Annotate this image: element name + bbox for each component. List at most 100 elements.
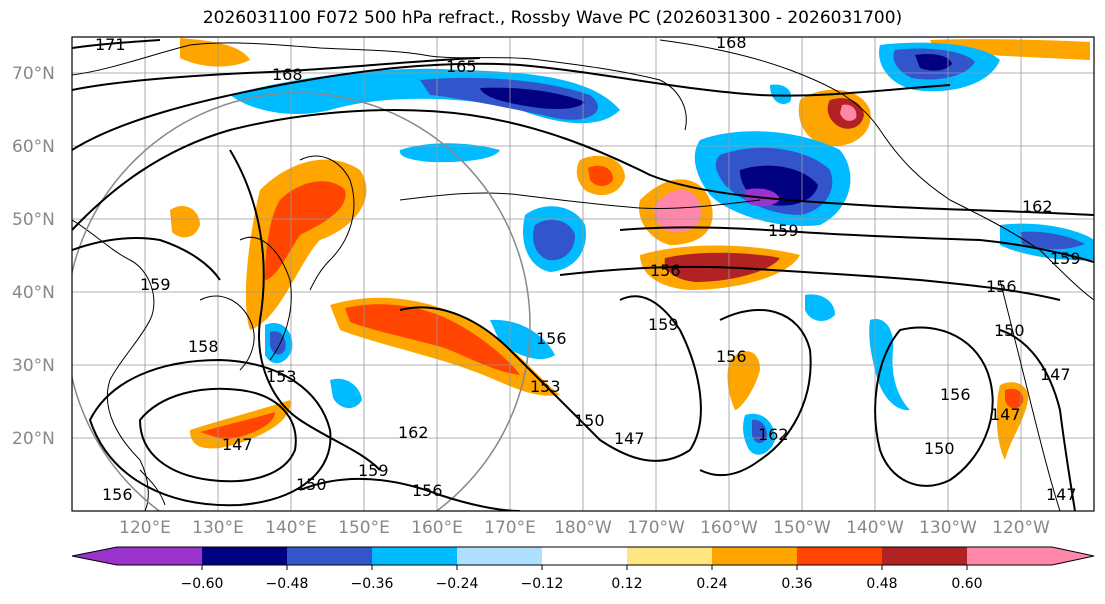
colorbar-extend-left bbox=[72, 547, 117, 565]
positive-anomaly-north-strip bbox=[930, 39, 1090, 60]
contour-label: 165 bbox=[446, 57, 477, 76]
negative-anomaly-far-east bbox=[770, 84, 792, 105]
positive-anomaly-west-pacific bbox=[180, 38, 250, 67]
colorbar-tick-label: 0.24 bbox=[696, 576, 727, 592]
lon-label: 150°E bbox=[338, 518, 390, 538]
positive-anomaly-east-sea-core bbox=[1005, 388, 1024, 409]
coast-asia-east bbox=[72, 219, 155, 511]
contour-label: 168 bbox=[272, 65, 303, 84]
contour-label: 159 bbox=[1050, 249, 1081, 268]
contour-label: 147 bbox=[222, 435, 253, 454]
negative-anomaly-south-mid-core bbox=[752, 419, 768, 444]
positive-anomaly-gulf-pink bbox=[654, 190, 701, 233]
contour-168-west bbox=[72, 57, 481, 91]
contour-label: 159 bbox=[768, 221, 799, 240]
coast-kamchatka bbox=[299, 155, 355, 291]
colorbar-tick-labels: −0.60 −0.48 −0.36 −0.24 −0.12 0.12 0.24 … bbox=[181, 576, 983, 592]
lat-label: 60°N bbox=[12, 137, 55, 157]
positive-anomaly-alaska-pink bbox=[840, 104, 857, 121]
contour-label: 150 bbox=[574, 411, 605, 430]
coast-asia-north bbox=[72, 42, 687, 131]
contour-label-layer: 171 168 165 168 159 158 153 147 150 156 … bbox=[95, 35, 1081, 504]
contour-loop-asia bbox=[88, 358, 332, 507]
map-title: 2026031100 F072 500 hPa refract., Rossby… bbox=[202, 8, 903, 28]
contour-label: 162 bbox=[398, 423, 429, 442]
lon-label: 140°E bbox=[265, 518, 317, 538]
reference-circle bbox=[72, 92, 531, 511]
colorbar-segment bbox=[797, 547, 882, 565]
negative-anomaly-subtropic bbox=[490, 319, 555, 360]
negative-anomaly-south-east bbox=[869, 319, 910, 411]
contour-wave-mid bbox=[399, 295, 702, 462]
lon-label: 130°E bbox=[192, 518, 244, 538]
negative-anomaly-arctic-deep bbox=[480, 87, 585, 109]
contour-label: 156 bbox=[986, 277, 1017, 296]
colorbar-outline bbox=[71, 546, 1095, 566]
lon-label: 120°W bbox=[992, 518, 1050, 538]
coast-north-america bbox=[999, 279, 1061, 511]
contour-label: 153 bbox=[530, 377, 561, 396]
contour-label: 158 bbox=[188, 337, 219, 356]
lat-label: 20°N bbox=[12, 429, 55, 449]
colorbar: −0.60 −0.48 −0.36 −0.24 −0.12 0.12 0.24 … bbox=[71, 546, 1095, 592]
map-frame bbox=[71, 36, 1095, 512]
contour-trough bbox=[229, 149, 381, 471]
contour-label: 150 bbox=[994, 321, 1025, 340]
contour-label: 162 bbox=[1022, 197, 1053, 216]
colorbar-tick-label: −0.48 bbox=[266, 576, 309, 592]
lon-label: 170°W bbox=[627, 518, 685, 538]
contour-label: 156 bbox=[536, 329, 567, 348]
positive-anomaly-asia-inland bbox=[170, 205, 200, 238]
contour-162 bbox=[72, 109, 1094, 231]
lon-label: 160°W bbox=[700, 518, 758, 538]
colorbar-segment bbox=[457, 547, 542, 565]
height-contours bbox=[72, 39, 1094, 511]
contour-east-sea bbox=[999, 329, 1076, 511]
contour-label: 159 bbox=[140, 275, 171, 294]
contour-159-mid bbox=[619, 226, 1094, 263]
colorbar-segment bbox=[967, 547, 1052, 565]
contour-label: 147 bbox=[1040, 365, 1071, 384]
colorbar-segment bbox=[117, 547, 202, 565]
positive-anomaly-kamchatka-core bbox=[265, 181, 346, 280]
lat-label: 30°N bbox=[12, 356, 55, 376]
contour-loop-asia-inner bbox=[138, 387, 297, 483]
contour-label: 147 bbox=[614, 429, 645, 448]
contour-label: 156 bbox=[716, 347, 747, 366]
contour-label: 150 bbox=[296, 475, 327, 494]
contour-label: 162 bbox=[758, 425, 789, 444]
coast-alaska bbox=[659, 39, 1094, 301]
lon-label: 120°E bbox=[119, 518, 171, 538]
positive-anomaly-sea-small-core bbox=[588, 165, 614, 186]
contour-east-loop bbox=[874, 326, 994, 487]
colorbar-segment bbox=[882, 547, 967, 565]
colorbar-segment bbox=[627, 547, 712, 565]
colorbar-tick-label: 0.36 bbox=[781, 576, 812, 592]
contour-label: 147 bbox=[1046, 485, 1077, 504]
contour-label: 171 bbox=[95, 35, 126, 54]
colorbar-segment bbox=[287, 547, 372, 565]
colorbar-tick-label: −0.12 bbox=[521, 576, 564, 592]
contour-label: 156 bbox=[412, 481, 443, 500]
positive-anomaly-central-core bbox=[345, 304, 520, 375]
colorbar-segment bbox=[712, 547, 797, 565]
contour-south-west bbox=[299, 477, 521, 511]
lon-label: 140°W bbox=[846, 518, 904, 538]
latitude-labels: 70°N 60°N 50°N 40°N 30°N 20°N bbox=[12, 64, 55, 449]
colorbar-tick-label: −0.24 bbox=[436, 576, 479, 592]
contour-165 bbox=[72, 62, 951, 151]
colorbar-tick-label: 0.60 bbox=[951, 576, 982, 592]
lat-label: 50°N bbox=[12, 210, 55, 230]
lon-label: 170°E bbox=[484, 518, 536, 538]
negative-anomaly-arctic-east-deep bbox=[915, 54, 952, 71]
colorbar-segment bbox=[372, 547, 457, 565]
lon-label: 160°E bbox=[411, 518, 463, 538]
colorbar-tick-label: 0.48 bbox=[866, 576, 897, 592]
contour-label: 150 bbox=[924, 439, 955, 458]
coastlines bbox=[72, 39, 1094, 511]
contour-label: 153 bbox=[266, 367, 297, 386]
coast-korea-japan bbox=[199, 236, 292, 371]
negative-anomaly-east-coast-core bbox=[1020, 231, 1085, 250]
longitude-labels: 120°E 130°E 140°E 150°E 160°E 170°E 180°… bbox=[119, 518, 1050, 538]
negative-anomaly-midpacific-core bbox=[533, 219, 575, 261]
